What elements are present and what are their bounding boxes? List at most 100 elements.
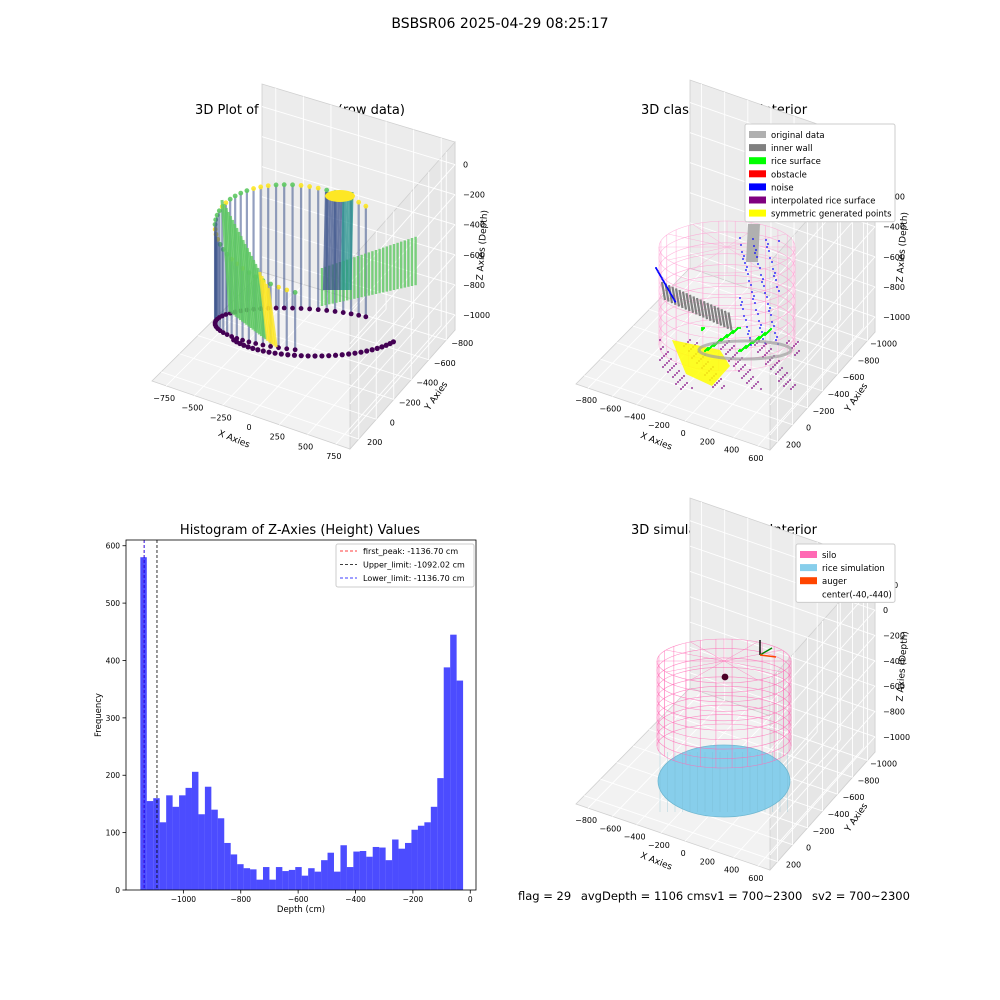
cls-legend-swatch <box>749 131 766 138</box>
cls-noise-point <box>778 240 780 242</box>
cls-interpolated-point <box>686 382 688 384</box>
cls-interpolated-point <box>767 361 769 363</box>
sim-silo-spoke <box>690 641 725 662</box>
cls-noise-point <box>766 296 768 298</box>
cls-silo-spoke <box>668 246 728 261</box>
raw-tower-strand <box>342 191 347 291</box>
cls-interpolated-point <box>683 375 685 377</box>
cls-noise-point <box>746 266 748 268</box>
cls-noise-point <box>760 324 762 326</box>
raw-x-tick-label: −750 <box>153 394 175 403</box>
sim-axis-y-arrow <box>759 647 773 656</box>
cls-interpolated-point <box>725 353 727 355</box>
raw-bowl-point <box>305 353 311 359</box>
raw-x-tick-label: 250 <box>270 433 285 442</box>
histogram-bar <box>179 795 186 890</box>
histogram-bar <box>262 867 270 890</box>
raw-grid-line <box>261 106 456 165</box>
raw-bowl-point <box>339 352 345 358</box>
cls-interpolated-point <box>714 384 716 386</box>
cls-legend: original data inner wall rice surface obsta… <box>744 123 896 223</box>
sim-silo-spoke <box>665 649 725 662</box>
raw-z-tick-label: −600 <box>463 251 485 260</box>
cls-interpolated-point <box>727 351 729 353</box>
cls-noise-point <box>761 331 763 333</box>
cls-interpolated-point <box>724 344 726 346</box>
histogram-axes: −1000 −800 −600 −400 −200 0 0 100 200 300 400 500 60… <box>94 539 477 915</box>
cls-noise-point <box>776 336 778 338</box>
cls-noise-point <box>743 315 745 317</box>
cls-interpolated-point <box>794 354 796 356</box>
cls-legend-swatch <box>749 183 766 191</box>
histogram-bar <box>392 839 399 890</box>
raw-wall-strand <box>228 215 240 319</box>
sim-silo-spoke <box>723 660 783 673</box>
cls-rice-point <box>757 337 761 341</box>
histogram-bar <box>204 786 212 890</box>
cls-interpolated-point <box>761 347 763 349</box>
raw-top-point <box>356 199 362 205</box>
cls-grid-line <box>769 316 876 436</box>
histogram-bar <box>411 829 418 890</box>
cls-interpolated-point <box>674 374 676 376</box>
cls-interpolated-point <box>780 378 782 380</box>
raw-bottom-point <box>240 337 245 343</box>
cls-legend-label: interpolated rice surface <box>771 197 876 207</box>
cls-interpolated-point <box>759 349 761 351</box>
raw-top-point <box>244 188 250 194</box>
cls-noise-point <box>773 275 775 277</box>
cls-rice-point <box>700 328 704 332</box>
cls-grid-line <box>769 286 876 406</box>
raw-wall-strand <box>249 255 261 335</box>
sim-y-tick-label: −1000 <box>870 759 897 768</box>
cls-noise-point <box>773 325 775 327</box>
raw-bottom-point <box>273 305 279 311</box>
histogram-bar <box>308 868 315 890</box>
cls-noise-point <box>742 308 744 310</box>
sim-y-tick-label: −600 <box>843 793 865 802</box>
cls-interpolated-point <box>747 371 749 373</box>
cls-inner-wall-strand <box>695 297 702 317</box>
sim-z-tick-label: 0 <box>883 606 888 615</box>
cls-noise-point <box>753 245 755 247</box>
cls-noise-point <box>748 280 750 282</box>
sim-auger-arrow <box>759 654 777 658</box>
raw-top-point <box>227 196 233 202</box>
cls-interpolated-point <box>666 362 668 364</box>
cls-noise-point <box>762 278 764 280</box>
cls-grid-line <box>689 192 876 258</box>
raw-top-point <box>216 208 222 214</box>
cls-interpolated-point <box>735 363 737 365</box>
cls-z-tick-label: −1000 <box>883 313 910 322</box>
sim-y-tick-label: −800 <box>858 776 880 785</box>
cls-interpolated-point <box>679 379 681 381</box>
sim-z-tick-label: −1000 <box>883 733 910 742</box>
raw-z-tick-label: 0 <box>463 161 468 170</box>
sim-z-tick-label: −800 <box>883 707 905 716</box>
cls-rice-point <box>731 331 735 335</box>
cls-interpolated-point <box>755 383 757 385</box>
raw-grid-line <box>349 224 456 345</box>
cls-original-strip <box>746 224 760 262</box>
cls-interpolated-point <box>763 345 765 347</box>
raw-top-point <box>251 186 256 191</box>
histogram-bar <box>314 871 322 890</box>
cls-interpolated-point <box>662 346 664 348</box>
histogram-bar <box>295 867 302 890</box>
sim-silo-spoke <box>723 649 783 662</box>
cls-interpolated-point <box>675 383 677 385</box>
raw-wall-strand <box>233 223 245 322</box>
cls-inner-wall-strand <box>678 289 684 309</box>
sim-y-tick-label: 0 <box>806 844 811 853</box>
histogram-legend: first_peak: -1136.70 cm Upper_limit: -109… <box>335 543 475 588</box>
cls-interpolated-point <box>786 372 788 374</box>
sim-z-axis-label: Z Axies (Depth) <box>896 631 911 702</box>
raw-grid-line <box>349 284 456 405</box>
raw-tower-strand <box>349 191 354 291</box>
cls-interpolated-point <box>764 354 766 356</box>
cls-noise-point <box>770 314 772 316</box>
figure-title: BSBSR06 2025-04-29 08:25:17 <box>391 16 609 32</box>
cls-rice-point <box>739 349 743 353</box>
cls-interpolated-point <box>721 387 723 389</box>
